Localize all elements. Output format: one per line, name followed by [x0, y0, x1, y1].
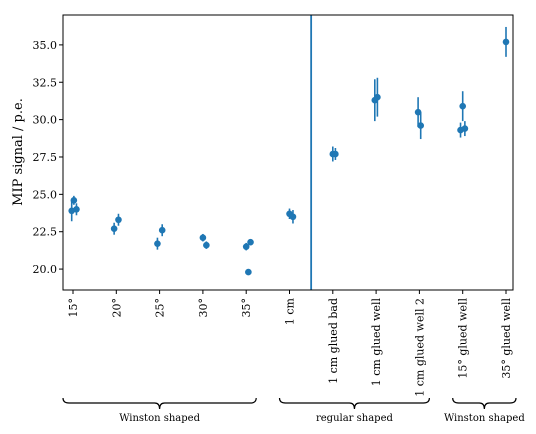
y-tick-label: 25.0	[33, 188, 58, 201]
group-brace	[278, 397, 430, 410]
x-tick-label: 1 cm glued well 2	[413, 298, 426, 397]
x-tick-label: 1 cm	[284, 297, 297, 325]
x-axis: 15° 20° 25° 30° 35° 1 cm 1 cm glued bad 1 cm gl…	[67, 290, 513, 397]
plot-area-frame	[62, 14, 514, 291]
y-tick-label: 32.5	[33, 76, 58, 89]
y-axis: 20.0 22.5 25.0 27.5 30.0 32.5 35.0	[33, 39, 63, 276]
data-point	[245, 268, 252, 276]
x-tick-label: 1 cm glued bad	[327, 298, 340, 384]
data-point	[242, 243, 250, 250]
y-tick-label: 35.0	[33, 39, 58, 52]
group-brace	[62, 397, 257, 410]
x-tick-label: 35°	[240, 298, 253, 318]
y-tick-label: 22.5	[33, 226, 58, 239]
data-point	[247, 238, 254, 246]
data-point	[374, 93, 381, 101]
data-point	[199, 234, 207, 241]
group-label: regular shaped	[316, 413, 394, 424]
data-point	[115, 216, 122, 224]
data-point	[203, 241, 210, 249]
x-tick-label: 15° glued well	[457, 298, 470, 379]
data-point	[154, 240, 161, 247]
data-point	[289, 213, 297, 221]
x-tick-label: 1 cm glued well	[370, 298, 383, 387]
group-brace	[452, 397, 517, 410]
group-label: Winston shaped	[444, 413, 525, 424]
x-tick-label: 30°	[197, 298, 210, 318]
chart-marks	[68, 15, 510, 290]
x-tick-label: 35° glued well	[500, 298, 513, 379]
data-point	[158, 226, 166, 234]
data-point	[414, 108, 422, 116]
x-tick-label: 15°	[67, 298, 80, 318]
group-label: Winston shaped	[119, 413, 200, 424]
data-point	[459, 102, 467, 110]
y-axis-label: MIP signal / p.e.	[11, 98, 26, 206]
data-point	[502, 38, 510, 46]
data-point	[332, 150, 339, 158]
data-point	[461, 125, 469, 132]
y-tick-label: 27.5	[33, 151, 58, 164]
x-tick-label: 20°	[110, 298, 123, 318]
y-tick-label: 20.0	[33, 263, 58, 276]
data-point	[417, 122, 424, 129]
data-point	[70, 197, 78, 204]
category-groups: Winston shaped regular shaped Winston shap…	[62, 397, 525, 424]
y-tick-label: 30.0	[33, 114, 58, 127]
data-point	[110, 225, 118, 233]
data-point	[73, 205, 80, 213]
x-tick-label: 25°	[154, 298, 167, 318]
